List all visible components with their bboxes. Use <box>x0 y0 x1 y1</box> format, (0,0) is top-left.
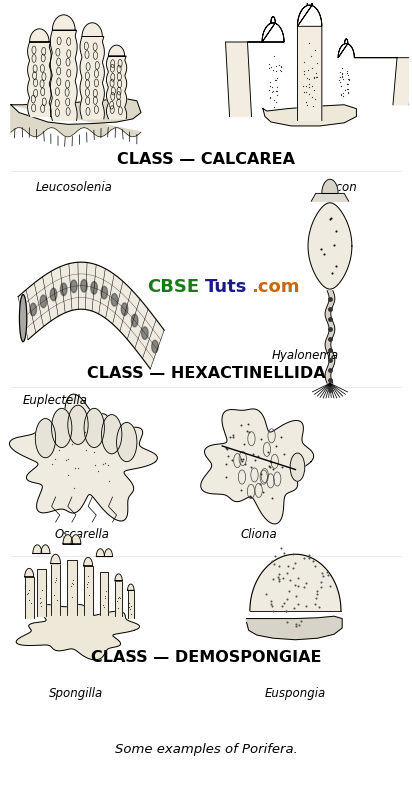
Circle shape <box>68 405 88 445</box>
Text: Leucosolenia: Leucosolenia <box>35 181 112 194</box>
Polygon shape <box>128 590 134 618</box>
Circle shape <box>70 280 77 292</box>
Polygon shape <box>225 17 284 116</box>
Circle shape <box>111 294 118 306</box>
Polygon shape <box>96 549 104 557</box>
Circle shape <box>131 314 138 327</box>
Text: CLASS — CALCAREA: CLASS — CALCAREA <box>117 152 295 167</box>
Polygon shape <box>71 535 81 544</box>
Polygon shape <box>128 584 134 590</box>
Text: Sycon: Sycon <box>322 181 358 194</box>
Polygon shape <box>115 574 122 581</box>
Polygon shape <box>25 577 34 618</box>
Text: .com: .com <box>251 278 299 295</box>
Polygon shape <box>104 549 112 557</box>
Polygon shape <box>115 581 122 616</box>
Polygon shape <box>263 105 356 126</box>
Polygon shape <box>67 560 77 615</box>
Text: CLASS — HEXACTINELLIDA: CLASS — HEXACTINELLIDA <box>87 367 325 382</box>
Circle shape <box>30 303 37 316</box>
Polygon shape <box>28 29 51 116</box>
Circle shape <box>84 408 104 448</box>
Polygon shape <box>84 566 93 615</box>
Circle shape <box>152 340 158 353</box>
Circle shape <box>50 288 57 301</box>
Circle shape <box>117 423 137 461</box>
Text: Euplectella: Euplectella <box>23 394 88 407</box>
Circle shape <box>142 327 148 340</box>
Polygon shape <box>84 558 93 566</box>
Polygon shape <box>37 569 46 616</box>
Polygon shape <box>201 409 314 524</box>
Polygon shape <box>25 568 34 577</box>
Circle shape <box>121 303 128 315</box>
Circle shape <box>35 419 56 457</box>
Polygon shape <box>18 262 164 369</box>
Circle shape <box>81 280 87 292</box>
Polygon shape <box>63 535 73 544</box>
Polygon shape <box>51 555 61 563</box>
Circle shape <box>61 283 67 295</box>
Text: CBSE: CBSE <box>147 278 199 295</box>
Text: Cliona: Cliona <box>241 529 277 541</box>
Polygon shape <box>322 179 338 194</box>
Text: Spongilla: Spongilla <box>49 687 103 700</box>
Polygon shape <box>338 39 412 105</box>
Text: CLASS — DEMOSPONGIAE: CLASS — DEMOSPONGIAE <box>91 649 321 664</box>
Circle shape <box>40 295 47 307</box>
Circle shape <box>52 408 72 448</box>
Polygon shape <box>41 545 50 554</box>
Polygon shape <box>80 23 104 118</box>
Text: Hyalonema: Hyalonema <box>272 349 339 363</box>
Polygon shape <box>101 572 108 615</box>
Polygon shape <box>16 604 140 660</box>
Polygon shape <box>9 394 157 521</box>
Polygon shape <box>11 99 141 137</box>
Circle shape <box>101 415 122 453</box>
Polygon shape <box>50 15 77 120</box>
Text: Some examples of Porifera.: Some examples of Porifera. <box>115 743 297 756</box>
Text: Tuts: Tuts <box>205 278 247 295</box>
Polygon shape <box>297 0 322 120</box>
Circle shape <box>20 312 26 325</box>
Polygon shape <box>51 563 61 615</box>
Text: Euspongia: Euspongia <box>265 687 326 700</box>
Polygon shape <box>311 194 349 201</box>
Circle shape <box>91 281 97 294</box>
Circle shape <box>101 286 108 299</box>
Polygon shape <box>250 555 341 611</box>
Circle shape <box>290 453 305 481</box>
Polygon shape <box>325 291 335 383</box>
Polygon shape <box>308 203 352 289</box>
Ellipse shape <box>19 295 27 341</box>
Polygon shape <box>106 45 127 118</box>
Text: Oscarella: Oscarella <box>54 529 110 541</box>
Polygon shape <box>33 545 42 554</box>
Polygon shape <box>247 616 342 640</box>
